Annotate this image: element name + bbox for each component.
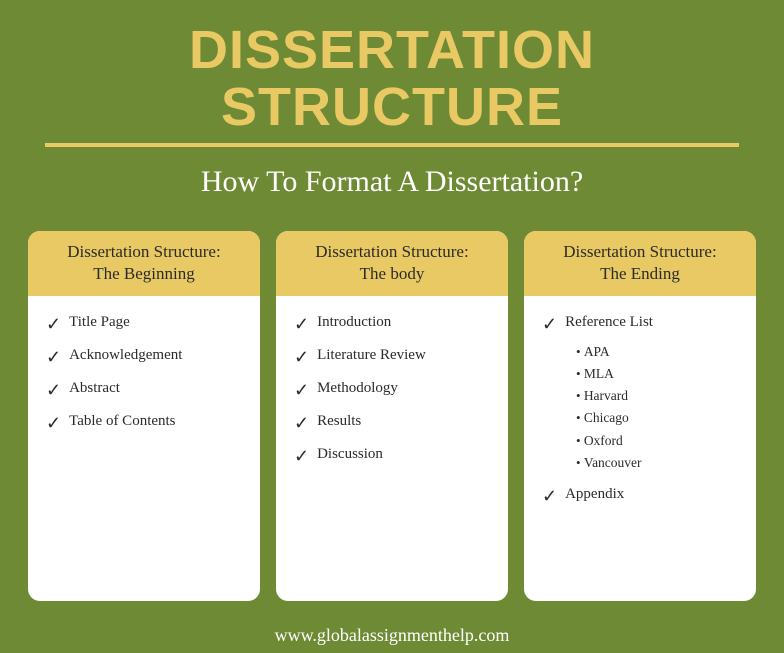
list-item: ✓ Abstract [46, 380, 246, 399]
main-title: DISSERTATION STRUCTURE [28, 22, 756, 135]
cards-row: Dissertation Structure: The Beginning ✓ … [28, 231, 756, 601]
check-icon: ✓ [294, 348, 309, 366]
sub-item: MLA [576, 363, 742, 385]
check-icon: ✓ [294, 447, 309, 465]
check-icon: ✓ [46, 381, 61, 399]
item-label: Literature Review [317, 347, 426, 364]
card-header-body: Dissertation Structure: The body [276, 231, 508, 295]
list-item: ✓ Reference List [542, 314, 742, 333]
check-icon: ✓ [294, 414, 309, 432]
item-label: Methodology [317, 380, 398, 397]
item-label: Table of Contents [69, 413, 175, 430]
check-icon: ✓ [46, 315, 61, 333]
card-header-line: Dissertation Structure: [315, 242, 468, 261]
check-icon: ✓ [46, 348, 61, 366]
list-item: ✓ Results [294, 413, 494, 432]
list-item: ✓ Appendix [542, 486, 742, 505]
sub-item: Chicago [576, 407, 742, 429]
title-underline [45, 143, 739, 147]
list-item: ✓ Discussion [294, 446, 494, 465]
sub-item: Harvard [576, 385, 742, 407]
list-item: ✓ Title Page [46, 314, 246, 333]
list-item: ✓ Acknowledgement [46, 347, 246, 366]
check-icon: ✓ [294, 315, 309, 333]
card-header-beginning: Dissertation Structure: The Beginning [28, 231, 260, 295]
card-header-line: Dissertation Structure: [67, 242, 220, 261]
check-icon: ✓ [542, 315, 557, 333]
card-body-section: Dissertation Structure: The body ✓ Intro… [276, 231, 508, 601]
item-label: Results [317, 413, 361, 430]
check-icon: ✓ [294, 381, 309, 399]
list-item: ✓ Methodology [294, 380, 494, 399]
reference-styles-list: APA MLA Harvard Chicago Oxford Vancouver [576, 341, 742, 475]
card-body: ✓ Title Page ✓ Acknowledgement ✓ Abstrac… [28, 296, 260, 602]
check-icon: ✓ [542, 487, 557, 505]
sub-item: Vancouver [576, 452, 742, 474]
card-header-line: The body [360, 264, 425, 283]
list-item: ✓ Literature Review [294, 347, 494, 366]
card-header-line: Dissertation Structure: [563, 242, 716, 261]
card-beginning: Dissertation Structure: The Beginning ✓ … [28, 231, 260, 601]
check-icon: ✓ [46, 414, 61, 432]
item-label: Title Page [69, 314, 130, 331]
item-label: Acknowledgement [69, 347, 182, 364]
card-header-line: The Ending [600, 264, 680, 283]
item-label: Abstract [69, 380, 120, 397]
subtitle: How To Format A Dissertation? [201, 165, 583, 199]
card-body: ✓ Reference List APA MLA Harvard Chicago… [524, 296, 756, 602]
item-label: Discussion [317, 446, 383, 463]
item-label: Reference List [565, 314, 653, 331]
sub-item: Oxford [576, 430, 742, 452]
card-ending: Dissertation Structure: The Ending ✓ Ref… [524, 231, 756, 601]
card-body: ✓ Introduction ✓ Literature Review ✓ Met… [276, 296, 508, 602]
footer-url: www.globalassignmenthelp.com [275, 625, 510, 646]
list-item: ✓ Table of Contents [46, 413, 246, 432]
card-header-line: The Beginning [93, 264, 195, 283]
sub-item: APA [576, 341, 742, 363]
item-label: Appendix [565, 486, 624, 503]
list-item: ✓ Introduction [294, 314, 494, 333]
card-header-ending: Dissertation Structure: The Ending [524, 231, 756, 295]
item-label: Introduction [317, 314, 391, 331]
